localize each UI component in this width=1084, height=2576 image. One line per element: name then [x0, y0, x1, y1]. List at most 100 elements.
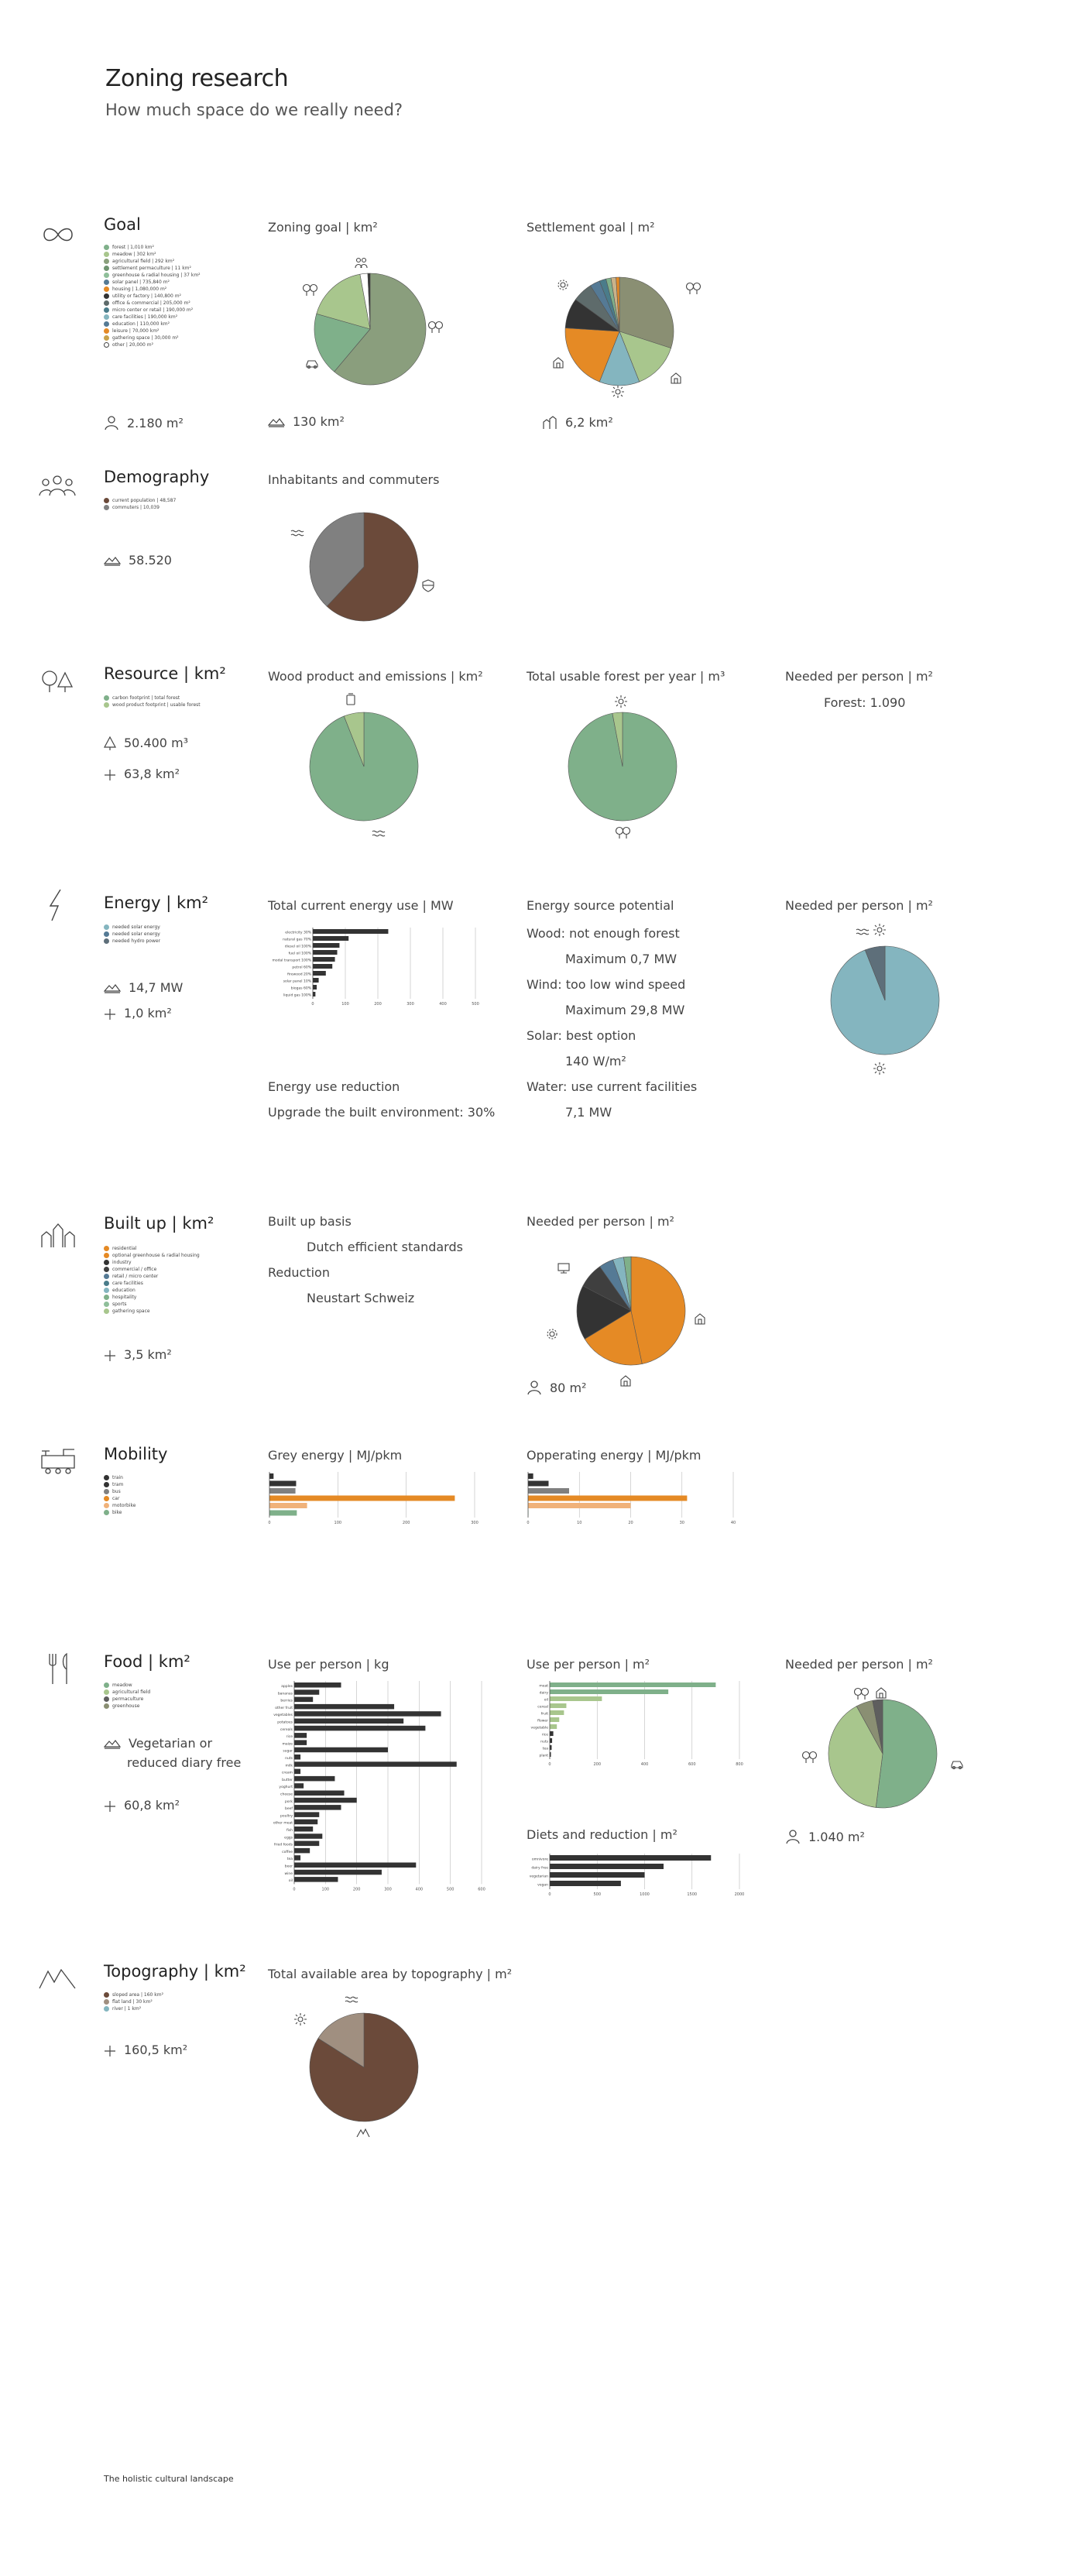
legend-swatch	[104, 328, 109, 334]
house-icon	[620, 1375, 631, 1387]
x-tick-label: 100	[334, 1521, 342, 1525]
bar	[550, 1872, 645, 1878]
category-label: other meat	[273, 1821, 293, 1826]
pie-slice	[616, 276, 620, 332]
wave-icon	[290, 530, 304, 537]
mobility-title: Mobility	[104, 1445, 168, 1463]
pie-slice	[619, 276, 674, 349]
food-diet-stat: Vegetarian or	[104, 1736, 212, 1751]
bar	[294, 1689, 320, 1695]
bar	[294, 1754, 301, 1760]
legend-swatch	[104, 1682, 109, 1688]
x-tick-label: 400	[416, 1887, 424, 1892]
demography-title: Demography	[104, 468, 210, 486]
house-icon	[695, 1313, 705, 1325]
inhabitants-pie-chart	[290, 512, 434, 622]
energy-needed-title: Needed per person | m²	[785, 898, 933, 913]
legend-swatch	[104, 280, 109, 285]
category-label: vegetables	[273, 1713, 293, 1717]
bar	[313, 929, 389, 934]
bar	[313, 985, 317, 990]
gear-icon	[547, 1329, 557, 1339]
legend-swatch	[104, 266, 109, 271]
legend-label: care facilities | 190,000 km²	[112, 314, 178, 320]
bar	[528, 1495, 688, 1501]
energy-title: Energy | km²	[104, 894, 208, 912]
food-needed-value: 1.040 m²	[808, 1829, 865, 1844]
bar	[313, 971, 326, 976]
bar	[550, 1864, 664, 1869]
legend-swatch	[104, 695, 109, 701]
bar	[294, 1768, 301, 1775]
legend-swatch	[104, 1260, 109, 1265]
source-solar-value: 140 W/m²	[565, 1054, 626, 1068]
legend-entry: commuters | 10,039	[104, 504, 176, 511]
resource-volume-value: 50.400 m³	[124, 736, 189, 750]
bar	[550, 1855, 712, 1861]
category-label: tea	[287, 1857, 293, 1861]
grey-energy-bar-chart: 0 100 200 300	[268, 1472, 479, 1525]
legend-swatch	[104, 245, 109, 250]
zoning-pie-chart	[302, 257, 444, 386]
legend-swatch	[104, 1281, 109, 1286]
category-label: dairy	[540, 1691, 549, 1696]
bar	[550, 1682, 716, 1687]
pie-slice	[343, 712, 365, 767]
legend-swatch	[104, 938, 109, 944]
category-label: pork	[285, 1799, 293, 1804]
category-label: sugar	[283, 1749, 293, 1754]
legend-swatch	[104, 931, 109, 937]
legend-label: optional greenhouse & radial housing	[112, 1253, 200, 1258]
legend-label: greenhouse	[112, 1703, 140, 1709]
legend-swatch	[104, 1696, 109, 1702]
resource-area-value: 63,8 km²	[124, 767, 180, 781]
legend-label: bike	[112, 1510, 122, 1515]
legend-swatch	[104, 1503, 109, 1508]
pie-slice	[326, 512, 419, 622]
pie-slice	[619, 331, 671, 382]
legend-entry: bike	[104, 1509, 136, 1516]
energy-reduction-value: Upgrade the built environment: 30%	[268, 1105, 496, 1120]
bar	[294, 1711, 441, 1717]
legend-label: retail / micro center	[112, 1274, 159, 1279]
sun-icon	[615, 695, 627, 708]
resource-title: Resource | km²	[104, 664, 226, 683]
category-label: oil	[289, 1878, 293, 1883]
footer-text: The holistic cultural landscape	[104, 2474, 234, 2484]
source-wind-max: Maximum 29,8 MW	[565, 1003, 685, 1017]
category-label: flower	[537, 1719, 548, 1724]
energy-legend: needed solar energy needed solar energy ne…	[104, 924, 160, 945]
topography-area-stat: 160,5 km²	[104, 2043, 187, 2057]
bar	[550, 1745, 552, 1750]
x-tick-label: 300	[406, 1002, 414, 1007]
food-needed-title: Needed per person | m²	[785, 1657, 933, 1672]
bar	[550, 1703, 567, 1708]
bar	[294, 1790, 345, 1796]
energy-reduction-title: Energy use reduction	[268, 1079, 400, 1094]
bar	[550, 1731, 554, 1736]
legend-swatch	[104, 300, 109, 306]
food-needed-stat: 1.040 m²	[785, 1829, 865, 1844]
legend-swatch	[104, 1288, 109, 1293]
bar	[294, 1833, 323, 1839]
pie-slice	[612, 712, 623, 767]
legend-label: settlement permaculture | 11 km²	[112, 266, 191, 271]
bar	[294, 1819, 318, 1825]
settlement-area-stat: 6,2 km²	[542, 415, 613, 430]
pie-slice	[584, 1310, 643, 1366]
legend-label: leisure | 70,000 km²	[112, 328, 160, 334]
legend-entry: needed solar energy	[104, 924, 160, 931]
gear-icon	[557, 280, 568, 290]
mountain-icon	[356, 2128, 370, 2137]
builtup-reduction-value: Neustart Schweiz	[307, 1291, 415, 1305]
diets-bar-chart: 0 500 1000 1500 2000 omnivore dairy free vegeta…	[530, 1854, 744, 1897]
legend-entry: office & commercial | 205,000 m²	[104, 300, 201, 307]
tree-icon	[104, 736, 116, 750]
category-label: eggs	[284, 1836, 293, 1840]
legend-entry: solar panel | 735,840 m²	[104, 279, 201, 286]
legend-entry: care facilities	[104, 1280, 200, 1287]
category-label: liquid gas 100%	[283, 993, 312, 998]
goal-area-value: 2.180 m²	[127, 415, 184, 430]
legend-label: education	[112, 1288, 136, 1293]
legend-label: carbon footprint | total forest	[112, 695, 180, 701]
